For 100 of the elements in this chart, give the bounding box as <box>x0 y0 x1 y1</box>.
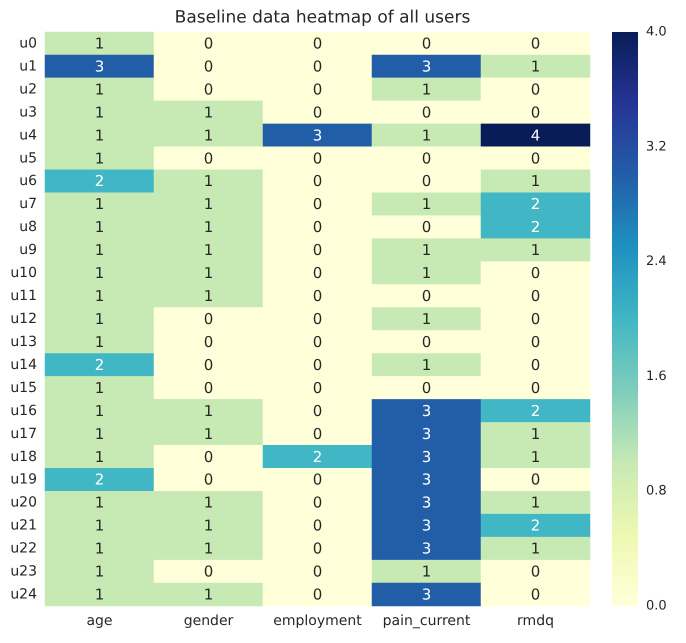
data-label: 3 <box>422 448 432 466</box>
color-bar-label: 0.8 <box>646 484 667 499</box>
data-label: 0 <box>204 562 214 581</box>
data-label: 0 <box>312 310 322 328</box>
y-tick-label: u14 <box>10 356 38 373</box>
data-label: 1 <box>94 34 104 52</box>
data-label: 1 <box>530 241 540 260</box>
data-label: 0 <box>312 287 322 306</box>
y-tick-label: u8 <box>19 219 37 236</box>
data-label: 1 <box>94 80 104 98</box>
data-label: 0 <box>312 516 322 535</box>
data-label: 1 <box>422 562 432 581</box>
data-label: 0 <box>530 287 540 306</box>
data-label: 1 <box>530 424 540 443</box>
x-tick-label: rmdq <box>517 613 554 629</box>
x-tick-label: age <box>86 613 113 629</box>
data-label: 0 <box>312 241 322 260</box>
data-label: 0 <box>204 356 214 374</box>
data-label: 1 <box>422 356 432 374</box>
data-label: 1 <box>422 126 432 144</box>
data-label: 1 <box>204 103 214 122</box>
data-label: 0 <box>422 34 432 52</box>
y-tick-label: u16 <box>10 402 38 419</box>
data-label: 2 <box>94 470 104 489</box>
y-tick-label: u22 <box>10 540 37 557</box>
data-label: 1 <box>204 172 214 190</box>
y-tick-label: u0 <box>19 35 37 52</box>
data-label: 0 <box>312 470 322 489</box>
color-bar-label: 2.4 <box>646 254 667 270</box>
data-label: 3 <box>422 402 432 420</box>
data-label: 0 <box>312 57 322 76</box>
data-label: 1 <box>94 402 104 420</box>
data-label: 0 <box>530 332 540 351</box>
data-label: 0 <box>204 332 214 351</box>
data-label: 1 <box>422 80 432 98</box>
data-label: 1 <box>94 264 104 282</box>
y-tick-label: u5 <box>19 150 37 166</box>
y-tick-label: u1 <box>19 58 37 74</box>
data-label: 0 <box>312 424 322 443</box>
data-label: 0 <box>312 80 322 98</box>
data-label: 1 <box>94 378 104 397</box>
data-label: 1 <box>94 540 104 558</box>
data-label: 1 <box>94 149 104 168</box>
data-label: 1 <box>530 448 540 466</box>
data-label: 3 <box>422 424 432 443</box>
y-tick-label: u24 <box>10 586 38 603</box>
data-label: 1 <box>204 424 214 443</box>
data-label: 1 <box>94 241 104 260</box>
data-label: 1 <box>204 586 214 604</box>
y-tick-label: u3 <box>19 104 37 120</box>
data-label: 0 <box>312 356 322 374</box>
x-tick-label: employment <box>273 613 362 629</box>
data-label: 1 <box>530 57 540 76</box>
data-label: 1 <box>94 310 104 328</box>
data-label: 0 <box>530 562 540 581</box>
data-label: 1 <box>204 494 214 512</box>
data-label: 0 <box>530 356 540 374</box>
data-label: 3 <box>422 494 432 512</box>
data-label: 1 <box>94 332 104 351</box>
color-bar-label: 1.6 <box>646 368 667 384</box>
data-label: 1 <box>422 195 432 214</box>
data-label: 1 <box>204 264 214 282</box>
data-label: 0 <box>312 562 322 581</box>
data-label: 0 <box>312 378 322 397</box>
data-label: 2 <box>530 195 540 214</box>
y-tick-label: u19 <box>10 472 37 488</box>
data-label: 3 <box>94 57 104 76</box>
data-label: 1 <box>94 586 104 604</box>
data-label: 1 <box>94 516 104 535</box>
data-label: 0 <box>312 149 322 168</box>
data-label: 0 <box>312 218 322 236</box>
data-label: 0 <box>204 149 214 168</box>
data-label: 0 <box>422 378 432 397</box>
data-label: 0 <box>204 57 214 76</box>
data-label: 0 <box>312 586 322 604</box>
data-label: 0 <box>312 402 322 420</box>
y-tick-label: u6 <box>19 173 38 190</box>
data-label: 1 <box>94 218 104 236</box>
data-label: 0 <box>422 149 432 168</box>
data-label: 0 <box>312 540 322 558</box>
data-label: 1 <box>204 126 214 144</box>
data-label: 0 <box>530 149 540 168</box>
data-label: 0 <box>530 103 540 122</box>
y-tick-label: u15 <box>10 380 37 396</box>
data-label: 0 <box>530 378 540 397</box>
data-label: 0 <box>422 103 432 122</box>
y-tick-label: u13 <box>10 334 37 350</box>
x-tick-label: pain_current <box>382 613 471 629</box>
data-label: 1 <box>204 540 214 558</box>
data-label: 0 <box>312 264 322 282</box>
y-tick-label: u21 <box>10 518 37 534</box>
data-label: 0 <box>530 80 540 98</box>
y-tick-label: u10 <box>10 265 37 282</box>
y-tick-label: u9 <box>19 242 37 258</box>
data-label: 1 <box>94 562 104 581</box>
data-label: 0 <box>530 264 540 282</box>
data-label: 0 <box>530 470 540 489</box>
y-tick-label: u20 <box>10 494 37 511</box>
data-label: 1 <box>422 241 432 260</box>
data-label: 0 <box>312 103 322 122</box>
